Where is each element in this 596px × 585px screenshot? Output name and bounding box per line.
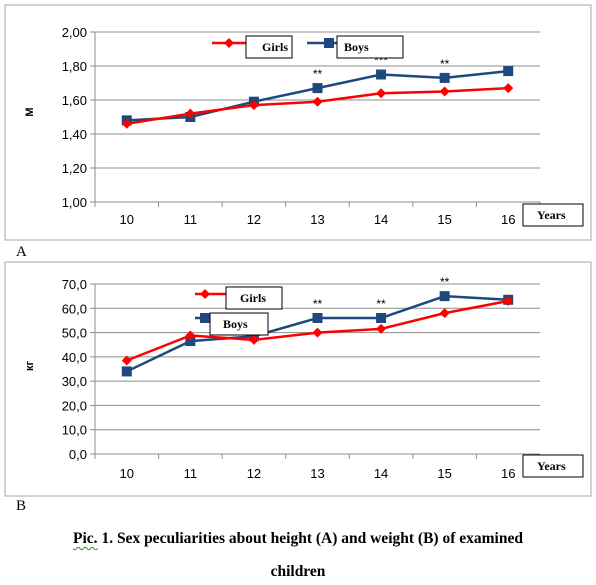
y-tick-label: 0,0 [69,447,87,462]
y-tick-label: 1,60 [62,93,87,108]
data-point-boys [312,313,323,323]
data-point-boys [185,336,196,347]
figure-caption-line2: children [270,563,326,580]
data-point-girls [312,96,323,107]
legend-box-girls [225,286,283,310]
data-point-boys [376,69,387,80]
y-tick-label: 70,0 [62,277,87,292]
legend-label-girls: Girls [240,291,266,305]
x-tick-label: 16 [501,212,515,227]
significance-marker: ** [440,57,450,71]
y-tick-label: 60,0 [62,301,87,316]
significance-marker: ** [440,275,450,289]
data-point-girls [503,83,514,94]
y-tick-label: 20,0 [62,398,87,413]
legend-box-girls [245,35,293,59]
data-point-boys [439,291,450,302]
figure-caption-line1: Pic. 1. Sex peculiarities about height (… [0,530,596,548]
data-point-girls [121,355,132,366]
legend-box-boys [336,35,404,59]
x-tick-label: 14 [374,212,388,227]
y-tick-label: 10,0 [62,423,87,438]
data-point-boys [376,313,387,323]
significance-marker: ** [313,297,323,311]
y-axis-label: M [24,107,36,116]
y-tick-label: 1,20 [62,161,87,176]
y-tick-label: 2,00 [62,25,87,40]
data-point-girls [312,327,323,338]
x-tick-label: 10 [120,466,134,481]
data-point-girls [121,118,132,129]
x-tick-label: 11 [184,212,198,227]
data-point-boys [312,83,323,94]
y-axis-label: кг [24,361,36,372]
significance-marker: ** [376,297,386,311]
legend-label-boys: Boys [344,40,369,54]
data-point-girls [185,330,196,341]
x-axis-label: Years [537,208,566,222]
data-point-girls [503,296,514,306]
y-tick-label: 50,0 [62,326,87,341]
y-tick-label: 1,80 [62,59,87,74]
x-axis-label-box [522,454,584,478]
data-point-boys [503,66,514,77]
panel-label-b: B [16,498,27,514]
x-tick-label: 12 [247,212,261,227]
legend-label-girls: Girls [262,40,288,54]
x-axis-label: Years [537,459,566,473]
x-tick-label: 15 [437,466,451,481]
chart-weight: 0,0 10,0 20,0 30,0 40,0 50,0 60,0 70,0 10 11 12 13 1… [4,261,592,497]
y-tick-label: 40,0 [62,350,87,365]
x-tick-label: 13 [310,466,324,481]
caption-word-pic: Pic. [73,530,98,547]
legend-marker-girls [224,38,234,48]
legend-box-boys [209,312,269,336]
x-tick-label: 11 [184,466,198,481]
x-axis-label-box [522,203,584,227]
significance-marker: ** [313,67,323,81]
y-tick-label: 1,00 [62,195,87,210]
data-point-girls [376,323,387,334]
data-point-girls [439,308,450,319]
panel-label-a: A [16,244,27,260]
data-point-girls [248,100,259,111]
chart-border [4,4,592,241]
data-point-girls [439,86,450,97]
x-tick-label: 10 [120,212,134,227]
y-tick-label: 30,0 [62,374,87,389]
data-point-girls [248,334,259,345]
legend-label-boys: Boys [223,317,248,331]
y-tick-label: 1,40 [62,127,87,142]
caption-text: 1. Sex peculiarities about height (A) an… [97,530,523,547]
data-point-girls [376,88,387,99]
data-point-boys [121,366,132,377]
chart-border [4,261,592,497]
data-point-girls [185,108,196,119]
legend-marker-boys [200,313,210,323]
x-tick-label: 16 [501,466,515,481]
legend-marker-boys [324,38,334,48]
x-tick-label: 15 [437,212,451,227]
legend-marker-girls [200,289,210,299]
data-point-boys [439,72,450,83]
x-tick-label: 12 [247,466,261,481]
x-tick-label: 14 [374,466,388,481]
chart-height: 1,00 1,20 1,40 1,60 1,80 2,00 10 11 12 13 14 15 16 M Y… [4,4,592,241]
x-tick-label: 13 [310,212,324,227]
